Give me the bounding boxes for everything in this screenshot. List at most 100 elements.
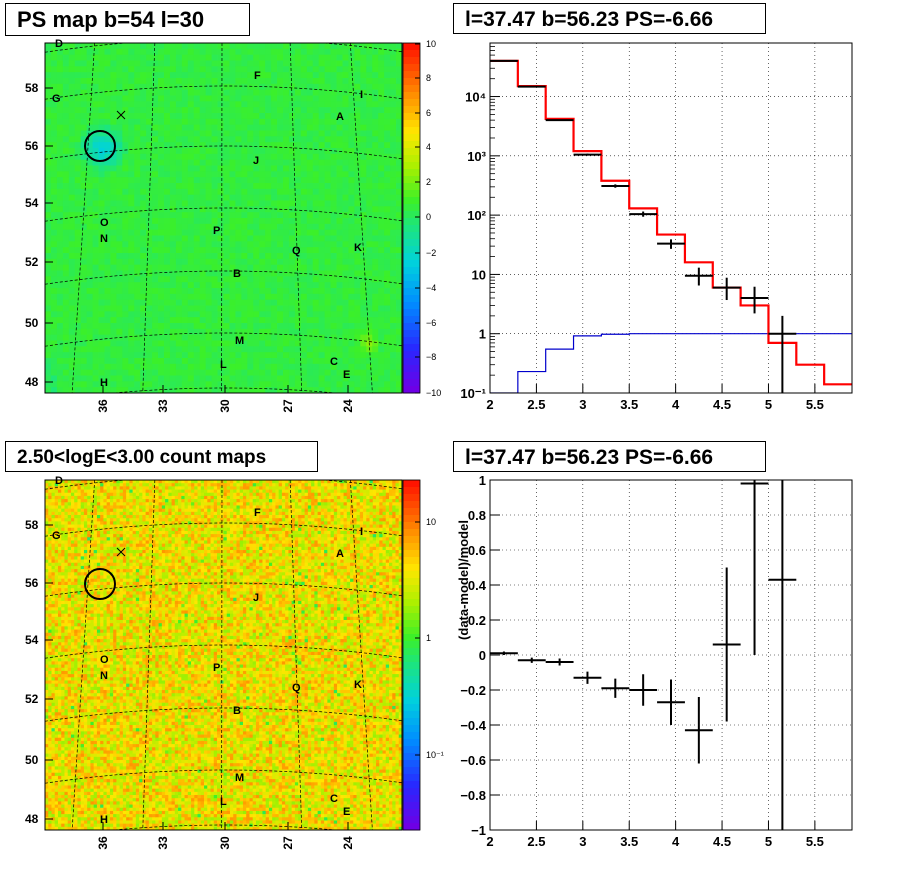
- data-point: [517, 85, 546, 88]
- x-tick-label: 27: [281, 399, 295, 413]
- y-tick-label: 50: [25, 316, 39, 330]
- model-step-line: [490, 59, 852, 386]
- residual-point: [490, 651, 518, 655]
- x-tick-label: 30: [218, 836, 232, 850]
- residual-point: [517, 657, 546, 663]
- y-tick-label: 0: [479, 648, 486, 663]
- colorbar-tick-label: 10: [426, 517, 436, 527]
- colorbar-frame: [402, 42, 421, 394]
- data-point: [768, 315, 797, 393]
- ps-map-source-label: P: [213, 225, 220, 237]
- y-tick-label: 10⁴: [465, 90, 486, 105]
- spectrum-frame: [489, 42, 853, 394]
- y-tick-label: 52: [25, 255, 39, 269]
- residual-point: [684, 697, 713, 764]
- y-tick-label: −0.8: [460, 788, 486, 803]
- ps-map-y-axis: 58 56 54 52 50 48: [25, 81, 53, 389]
- colorbar-tick-label: 4: [426, 142, 431, 152]
- count-map-source-label: H: [100, 814, 108, 826]
- y-tick-label: 52: [25, 692, 39, 706]
- y-tick-label: 1: [479, 327, 486, 342]
- residual-grid: [489, 479, 852, 831]
- x-tick-label: 2.5: [527, 834, 545, 849]
- count-map-source-label: J: [253, 592, 259, 604]
- residual-point: [573, 671, 602, 684]
- x-tick-label: 33: [156, 836, 170, 850]
- x-tick-label: 30: [218, 399, 232, 413]
- x-tick-label: 2.5: [527, 397, 545, 412]
- colorbar-tick-label: 10⁻¹: [426, 750, 444, 760]
- y-tick-label: 58: [25, 518, 39, 532]
- data-point: [573, 153, 602, 156]
- count-map-heatmap: [45, 480, 402, 830]
- count-map-source-label: A: [336, 548, 344, 560]
- x-tick-label: 5.5: [806, 397, 824, 412]
- y-tick-label: −1: [471, 823, 486, 838]
- colorbar-tick-label: 8: [426, 73, 431, 83]
- count-map-source-label: D: [55, 475, 63, 487]
- x-tick-label: 24: [341, 836, 355, 850]
- count-map-source-label: Q: [292, 682, 301, 694]
- count-map-source-label: N: [100, 670, 108, 682]
- ps-map-x-axis: 36 33 30 27 24: [96, 385, 355, 413]
- y-tick-label: 10: [472, 267, 486, 282]
- y-tick-label: 48: [25, 375, 39, 389]
- data-point: [740, 286, 769, 314]
- x-tick-label: 5.5: [806, 834, 824, 849]
- ps-map-source-label: O: [100, 217, 109, 229]
- y-tick-label: 0.8: [468, 508, 486, 523]
- count-map-source-label: B: [233, 705, 241, 717]
- y-tick-label: −0.4: [460, 718, 486, 733]
- x-tick-label: 27: [281, 836, 295, 850]
- y-tick-label: 10³: [467, 149, 486, 164]
- count-map-source-label: I: [360, 526, 363, 538]
- y-tick-label: 0.4: [468, 578, 487, 593]
- y-tick-label: 56: [25, 139, 39, 153]
- ps-map-source-label: G: [52, 93, 61, 105]
- residual-point: [768, 480, 797, 830]
- ps-map-heatmap: [45, 43, 402, 393]
- colorbar-tick-label: −4: [426, 283, 436, 293]
- ps-map-source-label: N: [100, 233, 108, 245]
- spectrum-series: [490, 59, 852, 393]
- data-point: [712, 277, 741, 301]
- ps-map-source-label: Q: [292, 245, 301, 257]
- count-map-source-label: F: [254, 507, 261, 519]
- colorbar-tick-label: 10: [426, 39, 436, 49]
- x-tick-label: 4: [672, 397, 680, 412]
- residual-point: [712, 567, 741, 722]
- ps-map-source-label: D: [55, 38, 63, 50]
- count-map-y-axis: 58 56 54 52 50 48: [25, 518, 53, 826]
- count-map-colorbar: 10 1 10⁻¹: [402, 479, 444, 831]
- count-map-cross-marker: [116, 547, 126, 557]
- ps-map-frame: [44, 42, 403, 394]
- x-tick-label: 2: [486, 834, 493, 849]
- x-tick-label: 3: [579, 397, 586, 412]
- count-map-source-label: G: [52, 530, 61, 542]
- residual-series: [490, 480, 797, 830]
- y-tick-label: 58: [25, 81, 39, 95]
- spectrum-title: l=37.47 b=56.23 PS=-6.66: [453, 3, 766, 34]
- x-tick-label: 5: [765, 397, 772, 412]
- y-tick-label: 0.2: [468, 613, 486, 628]
- colorbar-tick-label: 6: [426, 108, 431, 118]
- ps-map-source-label: A: [336, 111, 344, 123]
- y-tick-label: 1: [479, 473, 486, 488]
- ps-map-source-circle: [84, 130, 116, 162]
- x-tick-label: 36: [96, 399, 110, 413]
- y-tick-label: 54: [25, 196, 39, 210]
- ps-map-cross-marker: [116, 110, 126, 120]
- data-point: [545, 119, 574, 122]
- ps-map-source-label: M: [235, 335, 244, 347]
- x-tick-label: 4: [672, 834, 680, 849]
- count-map-source-label: C: [330, 793, 338, 805]
- y-tick-label: 48: [25, 812, 39, 826]
- ps-map-source-label: F: [254, 70, 261, 82]
- colorbar-tick-label: −8: [426, 352, 436, 362]
- count-map-source-circle: [84, 568, 116, 600]
- count-map-x-axis: 36 33 30 27 24: [96, 822, 355, 850]
- x-tick-label: 33: [156, 399, 170, 413]
- x-tick-label: 5: [765, 834, 772, 849]
